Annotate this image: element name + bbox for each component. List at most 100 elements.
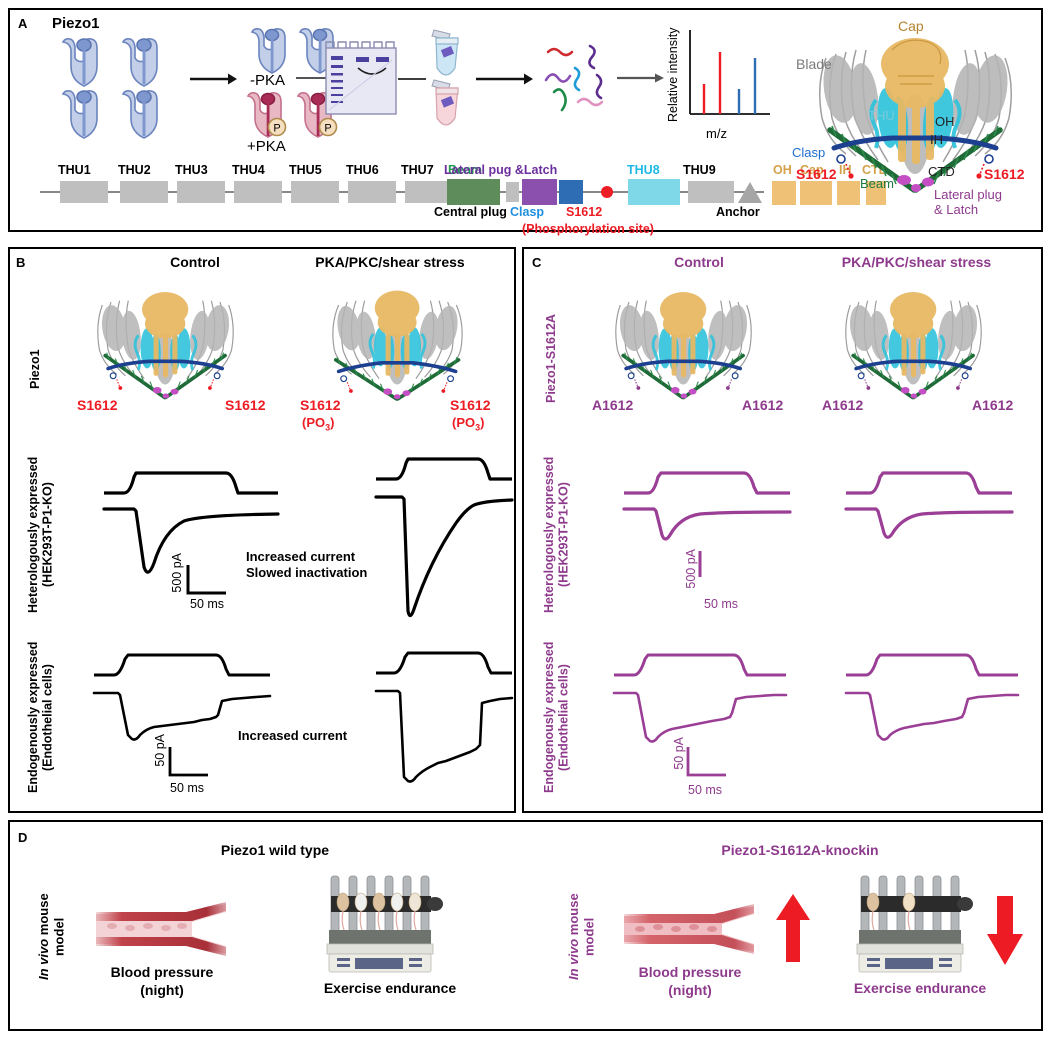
panel-d-right-title: Piezo1-S1612A-knockin [721,842,879,858]
panel-c-row1-label: Heterologously expressed (HEK293T-P1-KO) [542,456,571,614]
piezo1-s1612a-structure-c-treated [816,279,1011,409]
piezo1-structure-b-control [68,279,263,409]
panel-c-row1-scale-x: 50 ms [704,597,739,611]
panel-c-col-header-treated: PKA/PKC/shear stress [841,254,992,270]
domain-lateral-plug-label: Lateral pug &Latch [444,163,558,177]
domain-small-gray [506,182,519,202]
panel-b-trace-endo-control [92,653,272,777]
panel-d-left-exercise-caption: Exercise endurance [323,980,457,996]
panel-c-letter: C [532,255,542,270]
panel-b-row-label-piezo1: Piezo1 [28,349,42,389]
domain-thu5-label: THU5 [289,163,322,177]
ms-xlabel: m/z [706,126,727,141]
domain-thu2-label: THU2 [118,163,151,177]
domain-thu2 [120,181,168,203]
s1612-phospho-dot-icon [601,186,613,198]
structure-cap-label: Cap [898,18,924,34]
panel-b-trace-het-control [102,471,280,595]
sds-page-gel-icon [325,41,397,115]
panel-c-row-label-s1612a: Piezo1-S1612A [544,314,558,404]
ms-ylabel: Relative intensity [666,27,680,123]
panel-d-left-row-label: In vivo mouse model [36,882,76,992]
panel-b-control-s1612-left: S1612 [77,397,118,413]
panel-b-treated-po3-right: (PO3) [452,415,485,433]
domain-clasp-label: Clasp [510,205,545,219]
structure-oh-label: OH [935,114,955,129]
eppendorf-tube-pink-icon [431,79,459,126]
domain-lateral-plug-latch [522,179,557,205]
ms-spectrum-chart: Relative intensity m/z [666,26,778,146]
panel-c-row2-scale-y: 50 pA [672,737,686,770]
structure-blade-label: Blade [796,56,832,72]
panel-a-letter: A [18,16,28,31]
panel-c-row1-scale-y: 500 pA [684,549,698,589]
domain-thu8 [628,179,680,205]
panel-c-col-header-control: Control [674,254,724,270]
piezo1-structure-b-treated [300,279,495,409]
panel-b-trace-endo-treated [374,651,514,783]
eppendorf-tube-blue-icon [431,29,459,76]
panel-d-left-bp-caption: Blood pressure (night) [110,964,214,998]
panel-c-treated-a1612-left: A1612 [822,397,864,413]
domain-s1612-label: S1612 [566,205,603,219]
domain-thu9 [688,181,734,203]
panel-d-left-title: Piezo1 wild type [220,842,330,858]
panel-b-row1-control-scale-x: 50 ms [190,597,225,611]
panel-c-trace-endo-treated [844,653,1020,741]
domain-thu5 [291,181,339,203]
domain-clasp [559,180,583,204]
domain-thu7-label: THU7 [401,163,434,177]
structure-lateral-plug-label: Lateral plug & Latch [934,187,1002,217]
minus-pka-label: -PKA [250,72,286,89]
panel-d-left-row-label-italic: In vivo [36,939,51,981]
structure-ctd-label: CTD [928,164,955,179]
domain-thu7 [405,181,447,203]
panel-b-letter: B [16,255,26,270]
gel-to-tubes-line [398,78,426,80]
panel-b-control-s1612-right: S1612 [225,397,266,413]
panel-b-col-header-control: Control [170,254,220,270]
panel-c-control-a1612-left: A1612 [592,397,634,413]
domain-thu9-label: THU9 [683,163,716,177]
domain-ctd [866,181,886,205]
domain-thu8-label: THU8 [627,163,660,177]
panel-b-row2-note: Increased current [238,728,348,743]
panel-b-trace-het-treated [374,457,514,618]
domain-thu4 [234,181,282,203]
domain-beam-label: Beam [448,163,483,177]
piezo1-phosphorylated-icon: P P [246,92,338,138]
panel-b-row2-control-scale-x: 50 ms [170,781,205,795]
domain-anchor-label: Anchor [716,205,760,219]
domain-cterm-group: OH Cap IH CTD [770,160,890,206]
down-arrow-icon [987,896,1023,965]
piezo1-s1612a-structure-c-control [586,279,781,409]
domain-oh-label: OH [773,163,792,177]
panel-b-row1-label: Heterologously expressed (HEK293T-P1-KO) [26,456,55,614]
panel-d: D Piezo1 wild type Piezo1-S1612A-knockin… [8,820,1043,1031]
domain-ih-label: IH [839,163,852,177]
domain-central-plug-label: Central plug [434,205,507,219]
domain-map: THU1 THU2 THU3 THU4 THU5 THU6 THU7 Beam … [32,160,772,236]
plus-pka-label: +PKA [247,138,286,155]
domain-thu6-label: THU6 [346,163,379,177]
blood-vessel-icon-wt [96,902,226,956]
domain-beam [447,179,500,205]
panel-d-letter: D [18,830,28,845]
panel-b-treated-s1612-left: S1612 [300,397,341,413]
panel-b-treated-po3-left: (PO3) [302,415,335,433]
domain-cap [800,181,832,205]
peptide-squiggle-icon [544,44,604,112]
panel-b-treated-s1612-right: S1612 [450,397,491,413]
panel-b-row2-control-scale-y: 50 pA [153,734,167,767]
domain-ih [837,181,860,205]
domain-phospho-site-label: (Phosphorylation site) [522,222,654,236]
panel-b: B Control PKA/PKC/shear stress Piezo1 [8,247,516,813]
panel-a-protein-title: Piezo1 [52,15,100,32]
structure-s1612-right-label: S1612 [984,166,1025,182]
right-arrow-icon-3 [476,73,533,85]
panel-b-row1-control-scale-y: 500 pA [170,553,184,593]
panel-c-trace-het-treated [844,471,1014,539]
piezo1-structure-render-a: Cap Blade Clasp Beam OH IH CTD THU S1612… [788,14,1043,230]
ms-plot-area [689,30,770,115]
piezo1-cluster-icon [61,38,158,139]
